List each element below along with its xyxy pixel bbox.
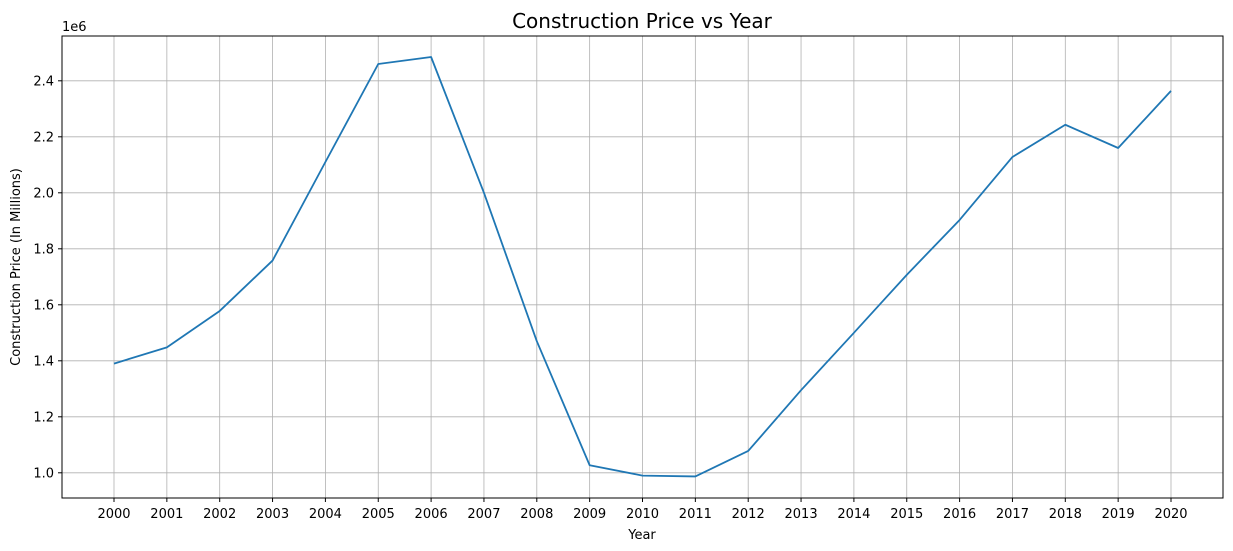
x-tick-label: 2010	[626, 507, 659, 522]
y-tick-label: 1.6	[33, 298, 54, 313]
x-tick-label: 2000	[97, 507, 130, 522]
x-tick-label: 2017	[996, 507, 1029, 522]
x-tick-label: 2002	[203, 507, 236, 522]
x-tick-label: 2009	[573, 507, 606, 522]
x-tick-label: 2020	[1154, 507, 1187, 522]
x-tick-label: 2007	[467, 507, 500, 522]
y-tick-label: 2.2	[33, 130, 54, 145]
y-axis-label: Construction Price (In Millions)	[9, 168, 24, 366]
series-line-layer	[113, 56, 1172, 478]
y-tick-label: 1.0	[33, 466, 54, 481]
x-tick-label: 2012	[732, 507, 765, 522]
y-tick-label: 1.8	[33, 242, 54, 257]
x-tick-label: 2006	[415, 507, 448, 522]
x-axis-label: Year	[627, 528, 656, 543]
x-tick-label: 2003	[256, 507, 289, 522]
x-tick-label: 2019	[1102, 507, 1135, 522]
x-tick-label: 2018	[1049, 507, 1082, 522]
x-tick-label: 2004	[309, 507, 342, 522]
y-tick-label: 2.4	[33, 74, 54, 89]
x-tick-label: 2015	[890, 507, 923, 522]
x-tick-label: 2005	[362, 507, 395, 522]
x-tick-label: 2013	[785, 507, 818, 522]
y-tick-label: 2.0	[33, 186, 54, 201]
x-tick-label: 2014	[837, 507, 870, 522]
y-tick-label: 1.4	[33, 354, 54, 369]
y-offset-label: 1e6	[62, 20, 87, 35]
x-axis-ticks: 2000 2001 2002 2003 2004 2005 2006 2007 2008 2009…	[97, 498, 1188, 522]
chart-title: Construction Price vs Year	[512, 9, 773, 33]
grid-lines	[62, 36, 1223, 498]
y-tick-label: 1.2	[33, 410, 54, 425]
y-axis-ticks: 1.0 1.2 1.4 1.6 1.8 2.0 2.2 2.4	[33, 74, 62, 481]
x-tick-label: 2011	[679, 507, 712, 522]
x-tick-label: 2016	[943, 507, 976, 522]
x-tick-label: 2001	[150, 507, 183, 522]
x-tick-label: 2008	[520, 507, 553, 522]
